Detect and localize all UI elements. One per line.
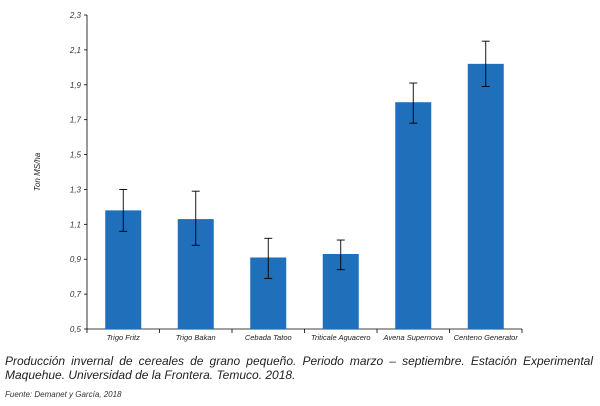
category-label: Centeno Generator [454, 333, 519, 342]
category-label: Avena Supernova [383, 333, 444, 342]
y-tick-label: 2,3 [69, 11, 82, 20]
source-note: Fuente: Demanet y García, 2018 [5, 390, 122, 399]
y-tick-label: 1,5 [70, 151, 82, 160]
category-label: Trigo Bakan [176, 333, 216, 342]
bar-5 [395, 102, 432, 329]
category-label: Trigo Fritz [107, 333, 140, 342]
y-tick-label: 1,1 [70, 220, 81, 229]
y-tick-label: 0,9 [70, 255, 82, 264]
figure-caption: Producción invernal de cereales de grano… [5, 354, 593, 382]
category-label: Cebada Tatoo [245, 333, 292, 342]
y-axis-title: Ton MS/ha [33, 152, 42, 191]
y-tick-label: 2,1 [69, 46, 81, 55]
bar-chart: 0,5 0,7 0,9 1,1 1,3 1,5 1,7 1,9 2,1 2,3 Ton MS/ha T… [33, 11, 523, 342]
y-tick-label: 0,5 [70, 325, 82, 334]
y-tick-label: 0,7 [70, 290, 82, 299]
y-tick-label: 1,9 [70, 81, 82, 90]
category-label: Triticale Aguacero [311, 333, 371, 342]
y-tick-label: 1,7 [70, 116, 82, 125]
y-tick-label: 1,3 [70, 185, 82, 194]
bar-6 [467, 63, 504, 329]
